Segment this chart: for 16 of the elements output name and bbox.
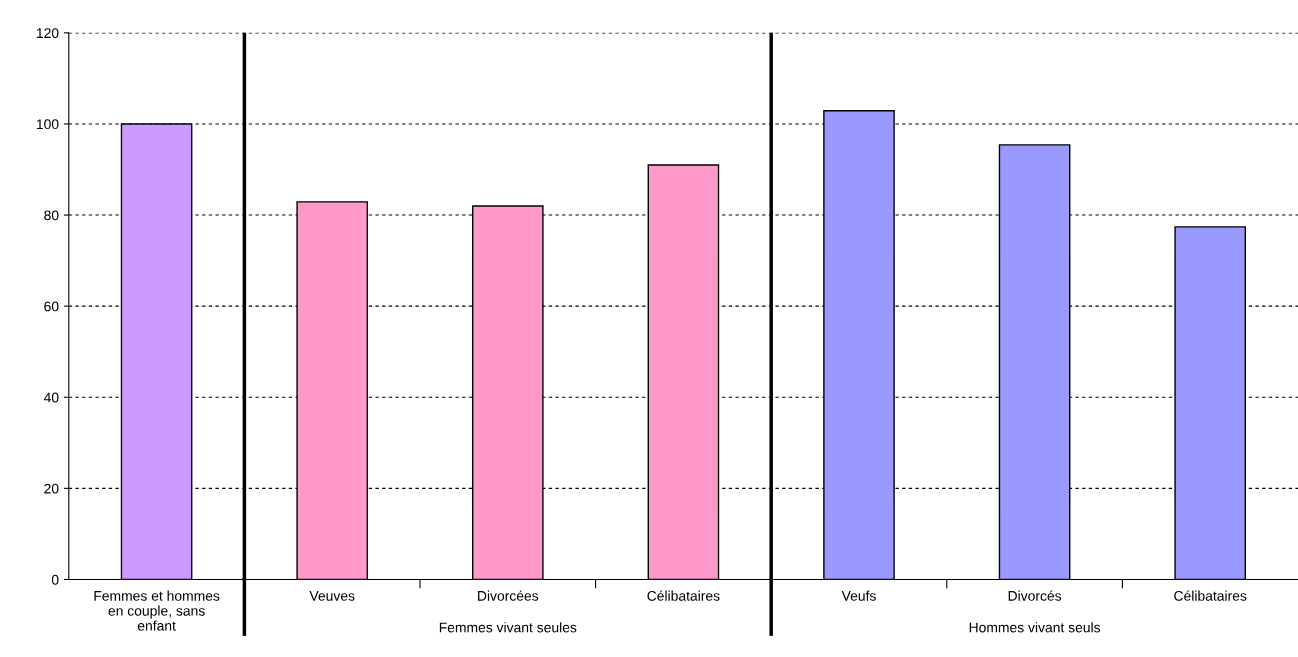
y-tick-label: 60 (44, 301, 59, 312)
x-tick-label: Femmes et hommes en couple, sans enfant (94, 590, 220, 631)
x-tick-label: Divorcées (478, 590, 539, 601)
x-tick-label: Célibataires (1174, 590, 1247, 601)
y-tick-label: 100 (36, 119, 59, 130)
y-tick-label: 40 (43, 392, 59, 403)
y-tick-label: 80 (44, 210, 59, 221)
y-tick-label: 0 (51, 574, 59, 585)
x-tick-label: Divorcés (1008, 590, 1062, 601)
x-tick-label: Veufs (841, 590, 876, 601)
x-tick-label: Veuves (309, 591, 355, 601)
x-tick-label: Célibataires (647, 590, 720, 601)
y-tick-label: 20 (44, 483, 59, 494)
text: Hommes vivant seuls (969, 622, 1101, 633)
y-tick-label: 120 (36, 28, 59, 39)
text: Femmes vivant seules (439, 622, 577, 633)
